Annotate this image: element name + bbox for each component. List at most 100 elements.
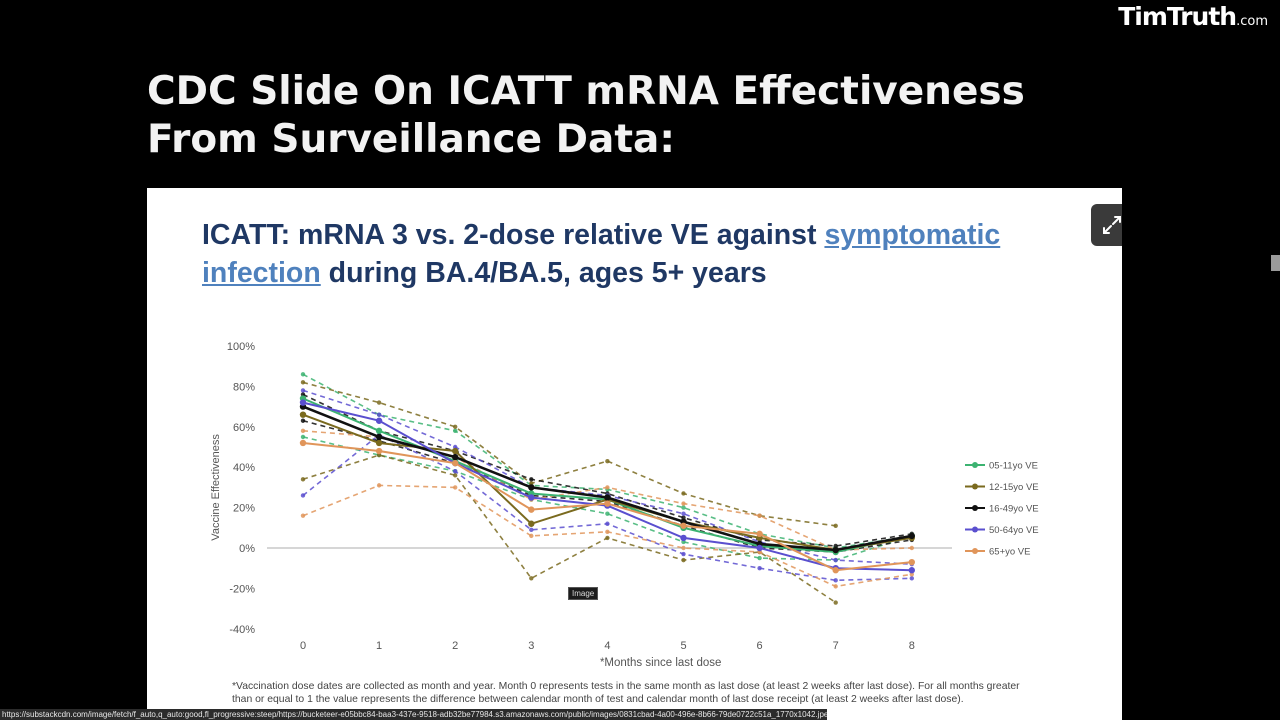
brand-name: TimTruth [1118,2,1237,31]
data-point [756,544,763,552]
ci-point [376,483,382,488]
ci-point [300,388,306,393]
ci-point [300,380,306,385]
legend-label: 05-11yo VE [989,461,1038,472]
ci-bound-line [302,436,913,561]
ve-line-chart: -40% -20% 0% 20% 40% 60% 80% 100% 0 1 2 3 4 5 6 7 8 05-… [210,341,1039,669]
ci-point [529,527,534,533]
data-point [375,433,383,441]
legend-marker [972,548,978,554]
y-tick-label: -20% [229,583,255,595]
ci-point [300,372,306,377]
data-point [375,427,383,435]
ci-point [300,428,306,434]
data-point [528,494,535,501]
ci-point [833,584,838,589]
x-tick-label: 5 [680,640,686,652]
ci-point [529,533,534,539]
data-point [299,411,307,418]
slide-title-prefix: ICATT: mRNA 3 vs. 2-dose relative VE aga… [202,219,825,251]
x-tick-label: 2 [452,640,458,652]
slide-title-link: symptomatic infection [202,219,1001,289]
y-tick-label: 80% [233,381,255,393]
ci-point [300,418,306,423]
ci-point [909,545,914,551]
ci-bound-line [302,381,836,527]
ci-point [757,566,762,571]
ci-point [300,477,306,482]
brand-suffix: .com [1236,14,1268,29]
ci-point [300,434,306,440]
ci-point [681,491,686,496]
status-bar-url: https://substackcdn.com/image/fetch/f_au… [0,709,827,720]
y-tick-label: 40% [233,462,255,474]
ci-point [605,485,610,490]
y-tick-label: 60% [233,422,255,434]
ci-point [605,535,610,541]
data-point [756,530,763,538]
y-tick-label: 0% [239,543,255,555]
x-tick-label: 6 [757,640,763,652]
expand-button[interactable] [1091,204,1122,246]
x-tick-label: 8 [909,640,915,652]
y-tick-label: 100% [227,341,255,353]
slide-image[interactable]: ICATT: mRNA 3 vs. 2-dose relative VE aga… [147,188,1122,720]
data-point [375,417,383,424]
slide-footnote: *Vaccination dose dates are collected as… [232,681,1020,705]
ci-point [681,557,686,563]
slide-title: ICATT: mRNA 3 vs. 2-dose relative VE aga… [202,216,1082,292]
scrollbar-thumb[interactable] [1271,255,1280,271]
data-point [452,447,459,455]
data-point [452,459,459,467]
data-point [528,520,535,527]
data-point [604,500,611,507]
data-point [908,558,915,566]
data-point [299,439,307,447]
y-axis-label: Vaccine Effectiveness [210,434,222,541]
x-tick-label: 0 [300,640,306,652]
ci-point [681,501,686,506]
ci-point [681,545,686,551]
slide-title-suffix: during BA.4/BA.5, ages 5+ years [320,257,767,289]
data-point [528,484,535,491]
data-point [452,453,459,461]
y-tick-label: 20% [233,503,255,515]
y-tick-label: -40% [229,624,255,636]
series-line [302,397,913,554]
ci-point [757,555,762,561]
data-point [604,494,611,501]
ci-point [833,557,838,563]
data-point [832,567,839,574]
legend-label: 12-15yo VE [989,482,1039,493]
ci-point [681,511,686,516]
page-title: CDC Slide On ICATT mRNA Effectiveness Fr… [147,69,1025,162]
ci-point [681,551,686,557]
expand-icon [1103,216,1121,234]
data-point [832,546,839,554]
legend-marker [972,462,978,468]
ci-point [833,600,838,605]
x-tick-label: 1 [376,640,382,652]
legend-label: 50-64yo VE [989,525,1039,536]
ci-point [529,477,534,482]
data-point [375,439,383,447]
legend-marker [972,526,978,533]
legend-marker [972,483,978,490]
data-point [375,447,383,455]
ci-point [605,521,610,526]
data-point [908,532,915,540]
ci-point [453,469,458,474]
ci-point [376,412,382,417]
ci-point [909,576,914,581]
ci-bound-line [302,454,837,604]
ci-point [453,485,458,490]
ci-point [605,529,610,535]
ci-point [605,511,610,516]
image-tooltip: Image [568,587,599,600]
x-tick-label: 3 [528,640,534,652]
ci-point [453,424,458,429]
ci-point [300,493,306,498]
brand-logo: TimTruth.com [1118,2,1268,31]
ci-point [300,513,306,518]
x-tick-label: 7 [833,640,839,652]
